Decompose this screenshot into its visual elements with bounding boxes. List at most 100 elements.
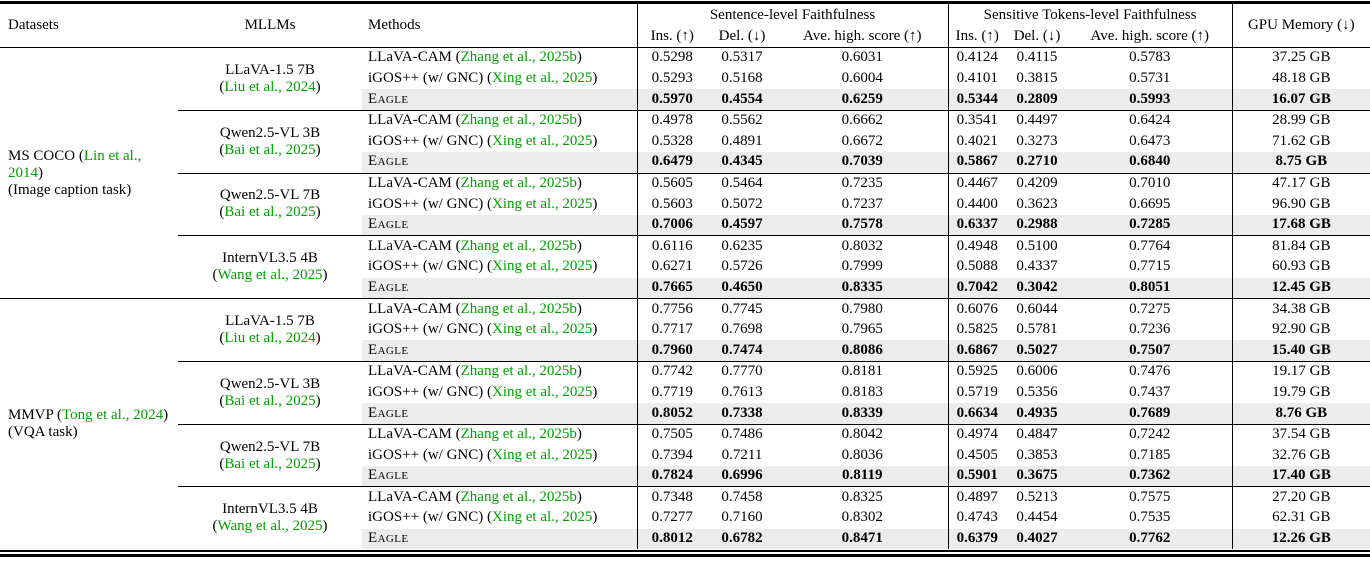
metric-value-cell: 0.3623 [1016, 195, 1058, 212]
citation-link[interactable]: Zhang et al., 2025b [460, 488, 577, 505]
mllm-citation: (Liu et al., 2024) [219, 78, 321, 95]
mllm-name: Qwen2.5-VL 7B [219, 187, 321, 204]
results-table: Datasets MLLMs Methods Sentence-level Fa… [0, 4, 1370, 550]
metric-value-cell: 0.7764 [1068, 235, 1233, 257]
dataset-cell: MMVP (Tong et al., 2024) (VQA task) [0, 298, 178, 550]
table-body: MS COCO (Lin et al., 2014) (Image caption… [0, 47, 1370, 550]
table-row: Eagle 0.8052 0.7338 0.8339 0.6634 0.4935 0.768… [0, 403, 1370, 425]
citation-link[interactable]: Xing et al., 2025 [492, 321, 593, 338]
metric-value-cell: 0.5719 [956, 383, 998, 400]
citation-link[interactable]: Bai et al., 2025 [224, 141, 316, 158]
citation-link[interactable]: Wang et al., 2025 [217, 267, 323, 284]
metric-value-cell: 0.6479 [637, 151, 707, 174]
method-name: LLaVA-CAM [368, 49, 452, 66]
metric-value-cell: 0.5783 [1068, 47, 1233, 69]
mllm-cell: Qwen2.5-VL 7B (Bai et al., 2025) [178, 172, 362, 236]
metric-value-cell: 0.6006 [1006, 360, 1069, 383]
citation-link[interactable]: Zhang et al., 2025b [460, 112, 577, 129]
table-row: Eagle 0.5970 0.4554 0.6259 0.5344 0.2809 0.599… [0, 89, 1370, 111]
metric-value-cell: 0.7770 [707, 360, 777, 383]
metric-value-cell: 0.6031 [777, 47, 949, 69]
metric-value-cell: 0.7458 [707, 486, 777, 509]
citation-link[interactable]: Zhang et al., 2025b [460, 363, 577, 380]
citation-link[interactable]: Tong et al., 2024 [62, 407, 164, 424]
metric-value-cell: 0.8032 [777, 235, 949, 257]
citation-link[interactable]: Zhang et al., 2025b [460, 426, 577, 443]
metric-value-cell: 0.7394 [651, 446, 693, 463]
metric-value-cell: 0.7211 [721, 446, 763, 463]
metric-value-cell: 0.5781 [1016, 321, 1058, 338]
citation-link[interactable]: Xing et al., 2025 [492, 195, 593, 212]
dataset-name-text: MMVP [8, 407, 54, 424]
citation-link[interactable]: Xing et al., 2025 [492, 446, 593, 463]
metric-value-cell: 0.5925 [948, 360, 1007, 383]
metric-value-cell: 0.7717 [651, 321, 693, 338]
metric-value-cell: 0.5993 [1068, 89, 1233, 111]
metric-value-cell: 0.4948 [948, 235, 1007, 257]
metric-value-cell: 0.7362 [1068, 465, 1233, 487]
metric-value-cell: 0.5970 [637, 89, 707, 111]
metric-value-cell: 0.7613 [721, 383, 763, 400]
method-cell: LLaVA-CAM (Zhang et al., 2025b) [362, 360, 638, 383]
gpu-memory-cell: 17.40 GB [1232, 465, 1370, 487]
metric-value-cell: 0.5100 [1006, 235, 1069, 257]
metric-value-cell: 0.7965 [777, 319, 949, 341]
metric-value-cell: 0.8042 [777, 423, 949, 446]
citation-link[interactable]: Xing et al., 2025 [492, 383, 593, 400]
col-header-methods: Methods [362, 4, 638, 48]
gpu-memory-cell: 17.68 GB [1232, 214, 1370, 236]
method-cell: Eagle [362, 151, 638, 174]
mllm-name: LLaVA-1.5 7B [225, 61, 315, 78]
metric-value-cell: 0.3273 [1016, 132, 1058, 149]
citation-link[interactable]: Xing et al., 2025 [492, 509, 593, 526]
metric-value-cell: 0.5726 [721, 258, 763, 275]
method-cell: iGOS++ (w/ GNC) (Xing et al., 2025) [362, 445, 638, 466]
gpu-memory-cell: 34.38 GB [1232, 298, 1370, 320]
citation-link[interactable]: Zhang et al., 2025b [460, 174, 577, 191]
metric-value-cell: 0.6634 [948, 403, 1007, 425]
citation-link[interactable]: Wang et al., 2025 [217, 518, 323, 535]
citation-link[interactable]: Xing et al., 2025 [492, 132, 593, 149]
citation-link[interactable]: Bai et al., 2025 [224, 204, 316, 221]
col-header-sentence-insertion: Ins. (↑) [637, 26, 707, 48]
mllm-citation: (Bai et al., 2025) [219, 455, 321, 472]
mllm-name: Qwen2.5-VL 3B [219, 124, 321, 141]
metric-value-cell: 0.3815 [1016, 70, 1058, 87]
metric-value-cell: 0.5731 [1068, 68, 1233, 90]
mllm-cell: InternVL3.5 4B (Wang et al., 2025) [178, 486, 362, 550]
table-top-rule [0, 1, 1370, 4]
metric-value-cell: 0.4891 [721, 132, 763, 149]
citation-link[interactable]: Bai et al., 2025 [224, 392, 316, 409]
gpu-memory-cell: 12.45 GB [1232, 277, 1370, 299]
citation-link[interactable]: Lin et al., 2014 [8, 147, 142, 181]
method-cell: Eagle [362, 89, 638, 111]
gpu-memory-cell: 92.90 GB [1272, 321, 1331, 338]
metric-value-cell: 0.4650 [707, 277, 777, 299]
gpu-memory-cell: 32.76 GB [1272, 446, 1331, 463]
metric-value-cell: 0.4505 [956, 446, 998, 463]
citation-link[interactable]: Zhang et al., 2025b [460, 300, 577, 317]
method-cell: LLaVA-CAM (Zhang et al., 2025b) [362, 235, 638, 257]
citation-link[interactable]: Xing et al., 2025 [492, 258, 593, 275]
table-row: Eagle 0.8012 0.6782 0.8471 0.6379 0.4027 0.776… [0, 528, 1370, 550]
gpu-memory-cell: 8.76 GB [1232, 403, 1370, 425]
method-cell: LLaVA-CAM (Zhang et al., 2025b) [362, 486, 638, 509]
metric-value-cell: 0.4554 [707, 89, 777, 111]
citation-link[interactable]: Xing et al., 2025 [492, 70, 593, 87]
metric-value-cell: 0.4027 [1006, 528, 1069, 550]
method-cell: iGOS++ (w/ GNC) (Xing et al., 2025) [362, 319, 638, 341]
method-name: iGOS++ (w/ GNC) [368, 195, 484, 212]
method-name: iGOS++ (w/ GNC) [368, 132, 484, 149]
citation-link[interactable]: Zhang et al., 2025b [460, 237, 577, 254]
citation-link[interactable]: Bai et al., 2025 [224, 455, 316, 472]
citation-link[interactable]: Liu et al., 2024 [224, 78, 316, 95]
method-name: Eagle [368, 216, 409, 233]
method-name: iGOS++ (w/ GNC) [368, 446, 484, 463]
mllm-citation: (Bai et al., 2025) [219, 392, 321, 409]
metric-value-cell: 0.6996 [707, 465, 777, 487]
metric-value-cell: 0.5605 [637, 172, 707, 195]
method-name: Eagle [368, 278, 409, 295]
citation-link[interactable]: Zhang et al., 2025b [460, 49, 577, 66]
citation-link[interactable]: Liu et al., 2024 [224, 330, 316, 347]
